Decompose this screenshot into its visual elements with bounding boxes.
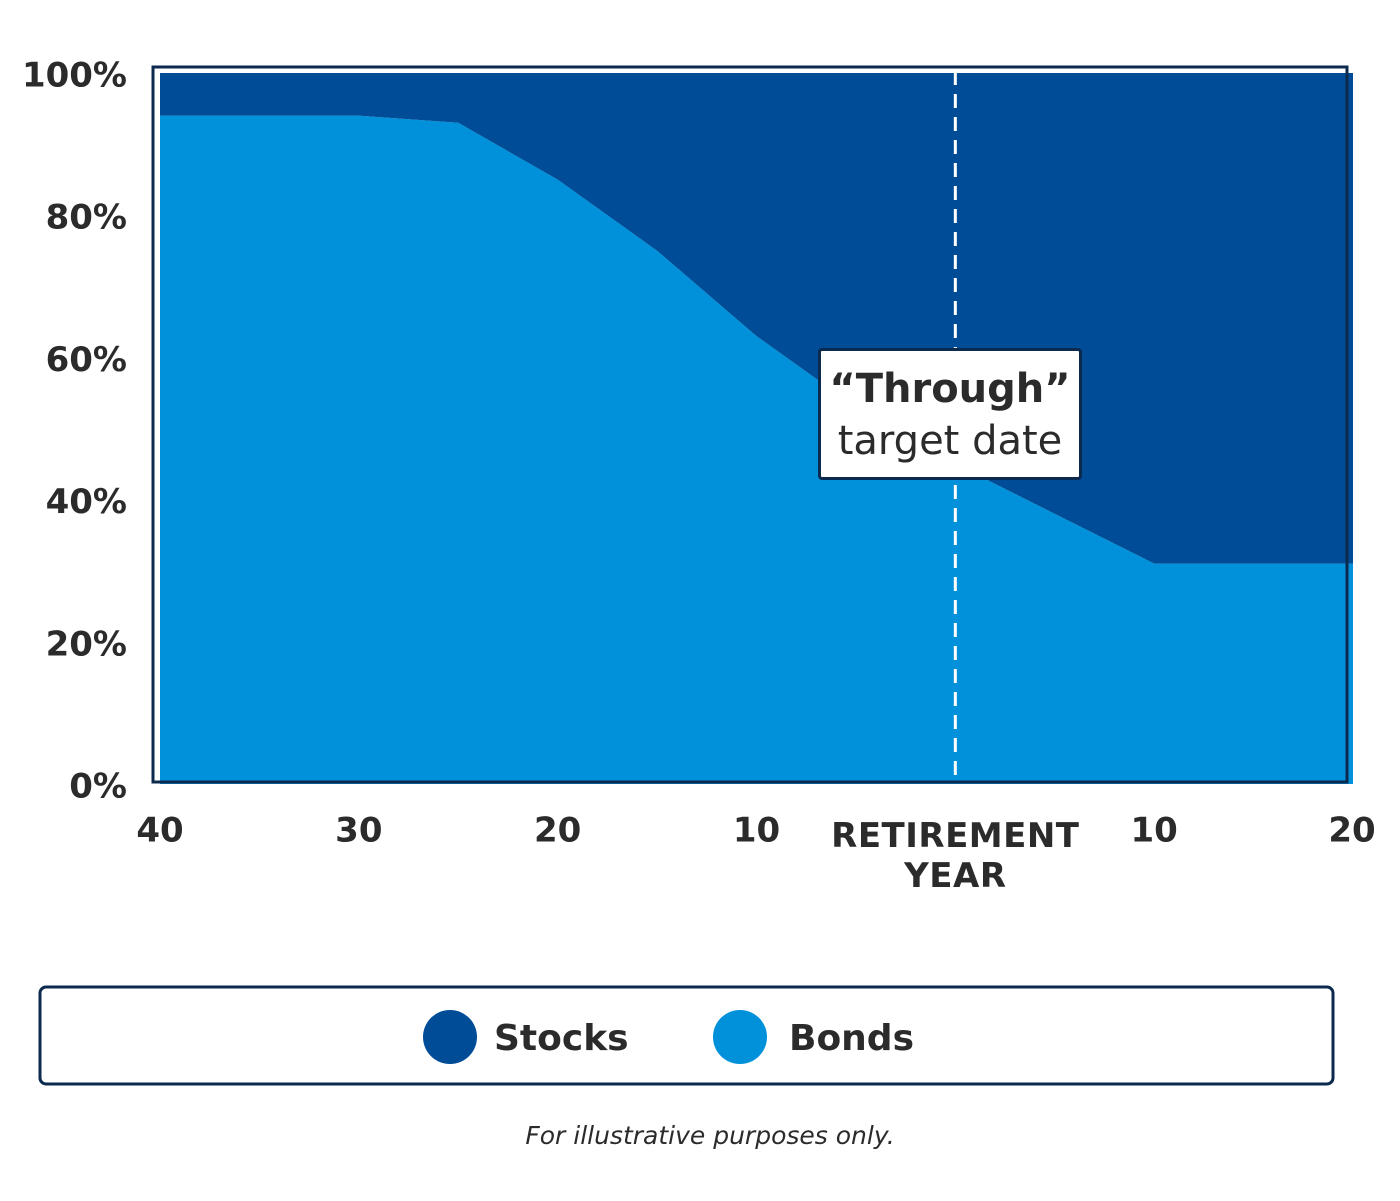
x-tick-label: 30 bbox=[335, 811, 382, 851]
x-tick-label: 10 bbox=[733, 811, 780, 851]
y-tick-label: 80% bbox=[46, 198, 127, 238]
plot-area bbox=[160, 73, 1353, 784]
legend-label: Bonds bbox=[789, 1018, 914, 1059]
x-tick-label: 10 bbox=[1131, 811, 1178, 851]
x-tick-label: 40 bbox=[136, 811, 183, 851]
y-tick-label: 40% bbox=[46, 482, 127, 522]
x-tick-label: 20 bbox=[1328, 811, 1375, 851]
y-tick-label: 100% bbox=[22, 56, 127, 96]
x-tick-label: RETIREMENT YEAR bbox=[831, 816, 1080, 896]
legend-box bbox=[38, 985, 1335, 1086]
axes: 0% 20% 40% 60% 80% 100% 40 30 20 10 10 20 bbox=[22, 56, 1376, 851]
annotation: “Through” target date bbox=[818, 348, 1082, 480]
x-tick-label: 20 bbox=[534, 811, 581, 851]
legend-swatch bbox=[713, 1010, 767, 1064]
footnote: For illustrative purposes only. bbox=[525, 1121, 894, 1150]
legend-swatch bbox=[423, 1010, 477, 1064]
annotation-title: “Through” bbox=[829, 366, 1071, 412]
y-tick-label: 20% bbox=[46, 624, 127, 664]
y-tick-label: 0% bbox=[69, 767, 127, 807]
area bbox=[160, 115, 1353, 784]
plot-frame bbox=[151, 65, 1349, 784]
y-tick-label: 60% bbox=[46, 340, 127, 380]
annotation-text: target date bbox=[837, 418, 1063, 464]
legend-label: Stocks bbox=[494, 1018, 629, 1059]
